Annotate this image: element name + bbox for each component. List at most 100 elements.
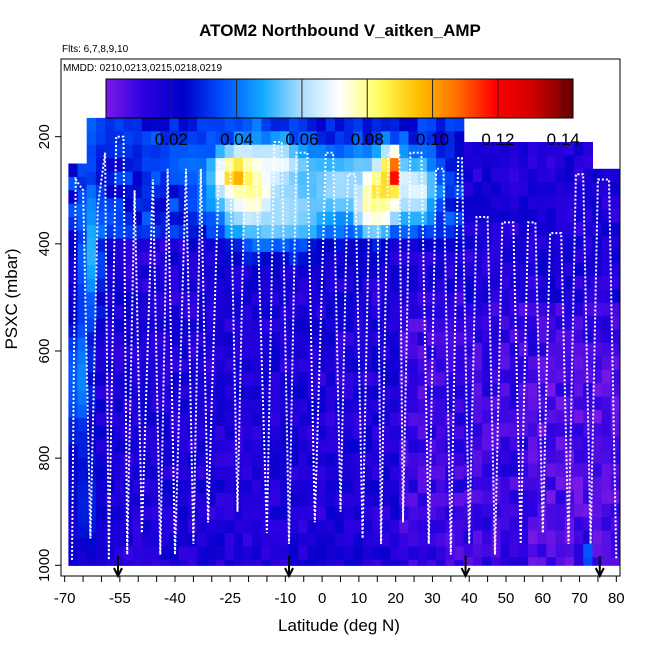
heatmap-cell — [178, 332, 189, 347]
heatmap-cell — [491, 262, 502, 277]
heatmap-cell — [472, 409, 483, 424]
heatmap-cell — [574, 276, 584, 290]
heatmap-cell — [123, 158, 134, 173]
heatmap-cell — [206, 506, 217, 521]
heatmap-cell — [215, 265, 226, 280]
heatmap-cell — [197, 399, 207, 414]
heatmap-cell — [298, 559, 308, 566]
heatmap-cell — [362, 144, 373, 159]
heatmap-cell — [243, 332, 253, 347]
heatmap-cell — [399, 251, 410, 266]
heatmap-cell — [68, 525, 79, 540]
heatmap-cell — [426, 452, 437, 467]
heatmap-cell — [555, 168, 566, 183]
heatmap-cell — [307, 144, 318, 159]
heatmap-cell — [482, 396, 492, 411]
heatmap-cell — [509, 342, 520, 357]
heatmap-cell — [307, 131, 318, 146]
heatmap-cell — [564, 356, 575, 371]
heatmap-cell — [252, 265, 262, 280]
heatmap-cell — [344, 184, 354, 199]
heatmap-cell — [601, 409, 612, 424]
heatmap-cell — [371, 426, 382, 440]
heatmap-cell — [482, 209, 492, 223]
heatmap-cell — [564, 276, 575, 290]
heatmap-cell — [344, 278, 354, 293]
heatmap-cell — [197, 265, 207, 280]
heatmap-cell — [114, 171, 125, 186]
heatmap-cell — [564, 289, 575, 304]
heatmap-cell — [509, 222, 520, 237]
heatmap-cell — [86, 251, 97, 266]
heatmap-cell — [224, 426, 235, 440]
heatmap-cell — [243, 546, 253, 561]
heatmap-cell — [408, 439, 419, 454]
heatmap-cell — [187, 318, 198, 333]
heatmap-cell — [151, 131, 161, 146]
x-tick-label: -70 — [54, 590, 76, 607]
heatmap-cell — [123, 211, 134, 226]
heatmap-cell — [270, 131, 281, 146]
heatmap-cell — [371, 452, 382, 467]
heatmap-cell — [206, 184, 217, 199]
heatmap-cell — [574, 142, 584, 156]
heatmap-cell — [141, 466, 152, 481]
heatmap-cell — [445, 345, 456, 360]
heatmap-cell — [95, 345, 106, 360]
heatmap-cell — [77, 270, 88, 285]
heatmap-cell — [344, 211, 354, 226]
heatmap-cell — [500, 329, 511, 344]
heatmap-cell — [95, 372, 106, 387]
heatmap-cell — [187, 359, 198, 373]
heatmap-cell — [215, 318, 226, 333]
heatmap-cell — [426, 184, 437, 199]
heatmap-cell — [463, 409, 474, 424]
heatmap-cell — [500, 262, 511, 277]
heatmap-cell — [463, 168, 474, 183]
heatmap-cell — [187, 278, 198, 293]
heatmap-cell — [316, 318, 327, 333]
heatmap-cell — [500, 142, 511, 156]
heatmap-cell — [141, 265, 152, 280]
heatmap-cell — [197, 493, 207, 507]
heatmap-cell — [141, 198, 152, 213]
heatmap-cell — [463, 235, 474, 250]
heatmap-cell — [344, 305, 354, 320]
heatmap-cell — [160, 533, 171, 548]
heatmap-cell — [601, 557, 612, 566]
heatmap-cell — [215, 412, 226, 427]
heatmap-cell — [574, 342, 584, 357]
heatmap-cell — [197, 131, 207, 146]
heatmap-cell — [564, 142, 575, 156]
heatmap-cell — [86, 171, 97, 186]
heatmap-cell — [151, 399, 161, 414]
heatmap-cell — [178, 131, 189, 146]
heatmap-cell — [344, 506, 354, 521]
heatmap-cell — [68, 243, 79, 258]
heatmap-cell — [307, 292, 318, 307]
heatmap-cell — [289, 359, 299, 373]
heatmap-cell — [270, 359, 281, 373]
heatmap-cell — [289, 171, 299, 186]
heatmap-cell — [564, 383, 575, 398]
heatmap-cell — [574, 530, 584, 545]
heatmap-cell — [325, 372, 336, 387]
heatmap-cell — [307, 452, 318, 467]
x-tick-label: 40 — [461, 590, 478, 607]
heatmap-cell — [426, 198, 437, 213]
heatmap-cell — [472, 557, 483, 566]
heatmap-cell — [344, 452, 354, 467]
heatmap-cell — [123, 184, 134, 199]
heatmap-cell — [141, 546, 152, 561]
heatmap-cell — [518, 329, 529, 344]
heatmap-cell — [123, 426, 134, 440]
heatmap-cell — [436, 292, 446, 307]
heatmap-cell — [252, 519, 262, 534]
heatmap-cell — [289, 493, 299, 507]
x-tick-label: 80 — [608, 590, 625, 607]
heatmap-cell — [454, 131, 465, 146]
heatmap-cell — [95, 439, 106, 454]
heatmap-cell — [491, 209, 502, 223]
heatmap-cell — [95, 305, 106, 320]
heatmap-cell — [252, 439, 262, 454]
